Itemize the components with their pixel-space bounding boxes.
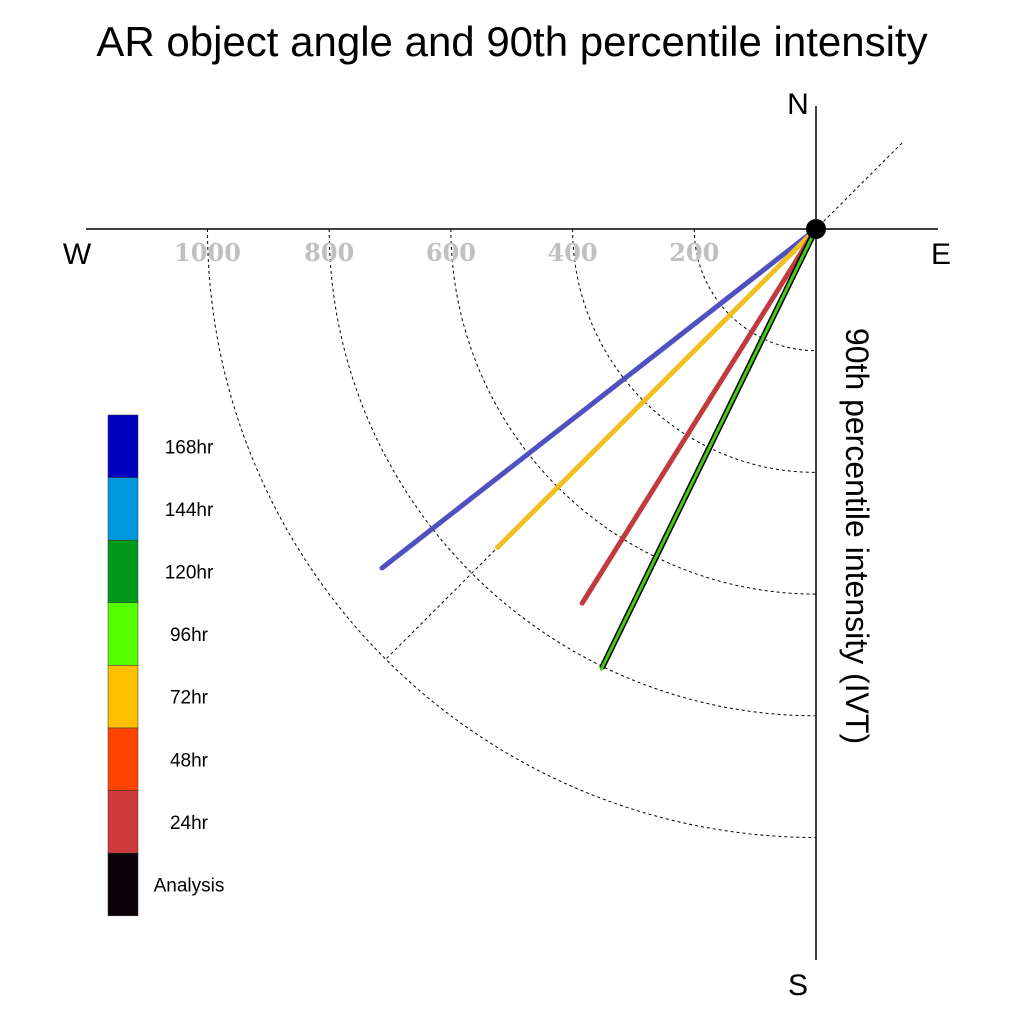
series-line-72hr	[495, 226, 819, 550]
legend-swatch-120hr	[107, 539, 139, 604]
legend-swatch-24hr	[107, 790, 139, 854]
legend-label-analysis: Analysis	[154, 876, 225, 897]
radial-tick-label-400: 400	[548, 238, 598, 267]
compass-east-label: E	[931, 238, 951, 271]
legend-label-72hr: 72hr	[170, 688, 209, 709]
grid-arc-200	[693, 228, 817, 352]
legend-swatch-144hr	[107, 477, 139, 541]
legend-label-144hr: 144hr	[165, 500, 214, 521]
radial-tick-labels: 200 400 600 800 1000	[174, 238, 719, 267]
radial-tick-label-1000: 1000	[174, 238, 241, 267]
legend-label-24hr: 24hr	[170, 813, 209, 834]
legend-swatch-analysis	[107, 852, 139, 917]
origin-marker	[806, 219, 826, 239]
legend-swatch-168hr	[107, 414, 139, 478]
compass-axes: N S W E	[63, 88, 951, 1002]
compass-west-label: W	[63, 238, 92, 271]
grid-arc-1000	[207, 228, 817, 838]
legend-swatch-48hr	[107, 727, 139, 791]
radial-tick-label-600: 600	[426, 238, 476, 267]
compass-north-label: N	[787, 88, 809, 121]
radial-tick-label-800: 800	[304, 238, 354, 267]
legend-swatch-72hr	[107, 665, 139, 729]
series-lines	[379, 226, 819, 671]
compass-south-label: S	[788, 969, 808, 1002]
chart-title: AR object angle and 90th percentile inte…	[96, 18, 927, 65]
y-axis-label: 90th percentile intensity (IVT)	[839, 328, 875, 744]
grid-arc-800	[328, 228, 817, 717]
legend-label-120hr: 120hr	[165, 563, 214, 584]
series-line-24hr	[579, 226, 819, 606]
legend-swatch-96hr	[107, 602, 139, 666]
legend-label-168hr: 168hr	[165, 437, 214, 458]
legend-label-48hr: 48hr	[170, 750, 209, 771]
legend-label-96hr: 96hr	[170, 625, 209, 646]
grid-arc-400	[572, 228, 817, 473]
series-line-96hr	[599, 227, 818, 671]
legend: 168hr 144hr 120hr 96hr 72hr 48hr 24hr Analysis	[107, 414, 225, 917]
radial-tick-label-200: 200	[669, 238, 719, 267]
grid-arc-600	[450, 228, 817, 595]
series-line-168hr	[379, 226, 819, 571]
